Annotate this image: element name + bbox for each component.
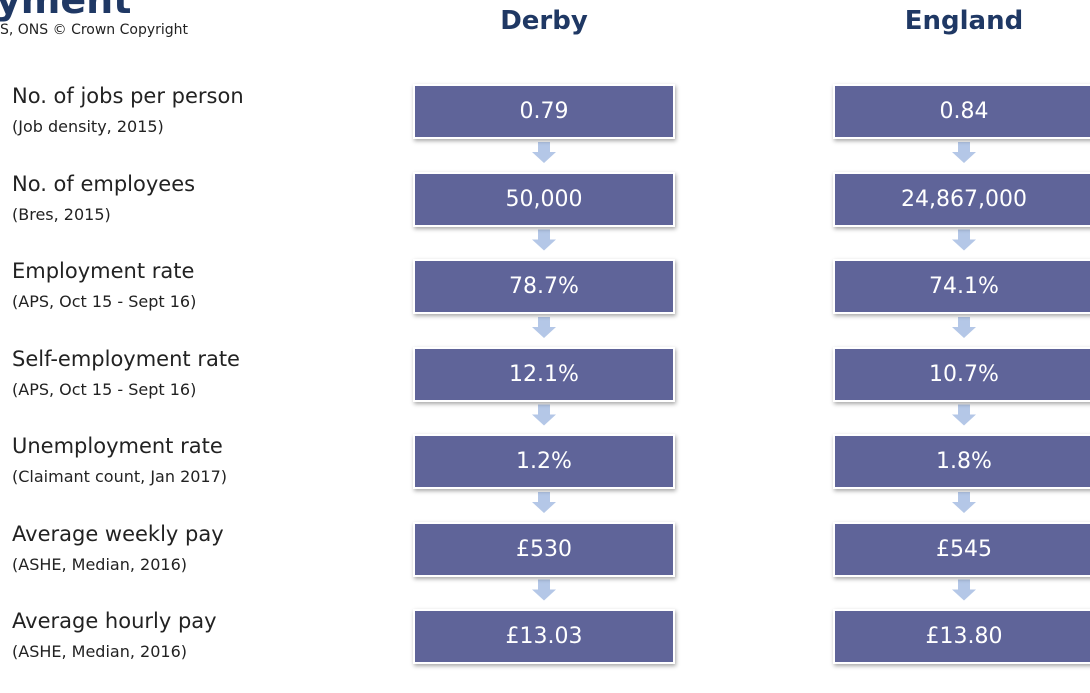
down-arrow — [532, 492, 556, 513]
value-box: 24,867,000 — [833, 171, 1090, 227]
row-sublabel: (Bres, 2015) — [12, 204, 111, 224]
value-box: £13.03 — [413, 609, 675, 664]
value-box: 0.84 — [833, 84, 1090, 139]
value-box: 50,000 — [413, 171, 675, 227]
row-label: Average hourly pay — [12, 609, 217, 633]
value-box: £545 — [833, 521, 1090, 577]
row-label: Unemployment rate — [12, 434, 223, 458]
column-header: Derby — [500, 6, 588, 36]
down-arrow — [952, 142, 976, 163]
source: S, ONS © Crown Copyright — [0, 22, 189, 38]
value-box: £530 — [413, 521, 675, 577]
value-box: 1.8% — [833, 434, 1090, 489]
row-sublabel: (APS, Oct 15 - Sept 16) — [12, 292, 197, 311]
value-box: 0.79 — [413, 84, 675, 139]
down-arrow — [532, 317, 556, 338]
down-arrow — [952, 404, 976, 426]
row-sublabel: (Job density, 2015) — [12, 117, 164, 136]
row-label: Average weekly pay — [12, 521, 224, 546]
value-box: 12.1% — [413, 346, 675, 402]
down-arrow — [532, 579, 556, 601]
row-label: No. of employees — [12, 171, 196, 196]
down-arrow — [952, 317, 976, 338]
row-sublabel: (ASHE, Median, 2016) — [12, 554, 187, 574]
value-box: 78.7% — [413, 259, 675, 314]
column-header: England — [904, 6, 1024, 36]
down-arrow — [532, 229, 556, 251]
value-box: 74.1% — [833, 259, 1090, 314]
row-label: Employment rate — [12, 259, 195, 283]
down-arrow — [532, 142, 556, 163]
row-sublabel: (Claimant count, Jan 2017) — [12, 467, 228, 486]
value-box: £13.80 — [833, 609, 1090, 664]
row-label: Self-employment rate — [12, 346, 240, 371]
row-sublabel: (ASHE, Median, 2016) — [12, 642, 187, 661]
row-sublabel: (APS, Oct 15 - Sept 16) — [12, 379, 197, 399]
row-label: No. of jobs per person — [12, 84, 244, 108]
down-arrow — [532, 404, 556, 426]
title: yment — [0, 0, 132, 22]
down-arrow — [952, 579, 976, 601]
down-arrow — [952, 492, 976, 513]
down-arrow — [952, 229, 976, 251]
value-box: 1.2% — [413, 434, 675, 489]
value-box: 10.7% — [833, 346, 1090, 402]
